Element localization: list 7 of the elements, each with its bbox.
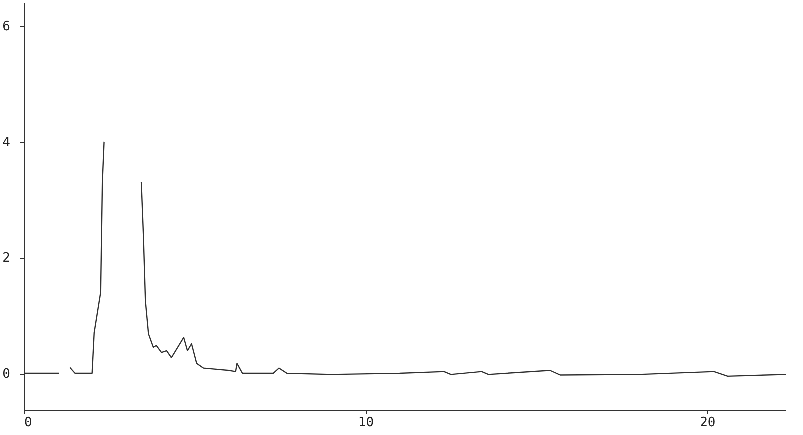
y-tick-label: 4 <box>2 135 11 150</box>
x-tick-label: 10 <box>358 416 374 430</box>
y-tick-label: 6 <box>2 20 10 35</box>
x-tick-label: 0 <box>24 416 32 430</box>
x-tick-label: 20 <box>700 416 716 430</box>
y-tick-label: 2 <box>2 251 10 266</box>
y-tick-label: 0 <box>2 367 10 382</box>
